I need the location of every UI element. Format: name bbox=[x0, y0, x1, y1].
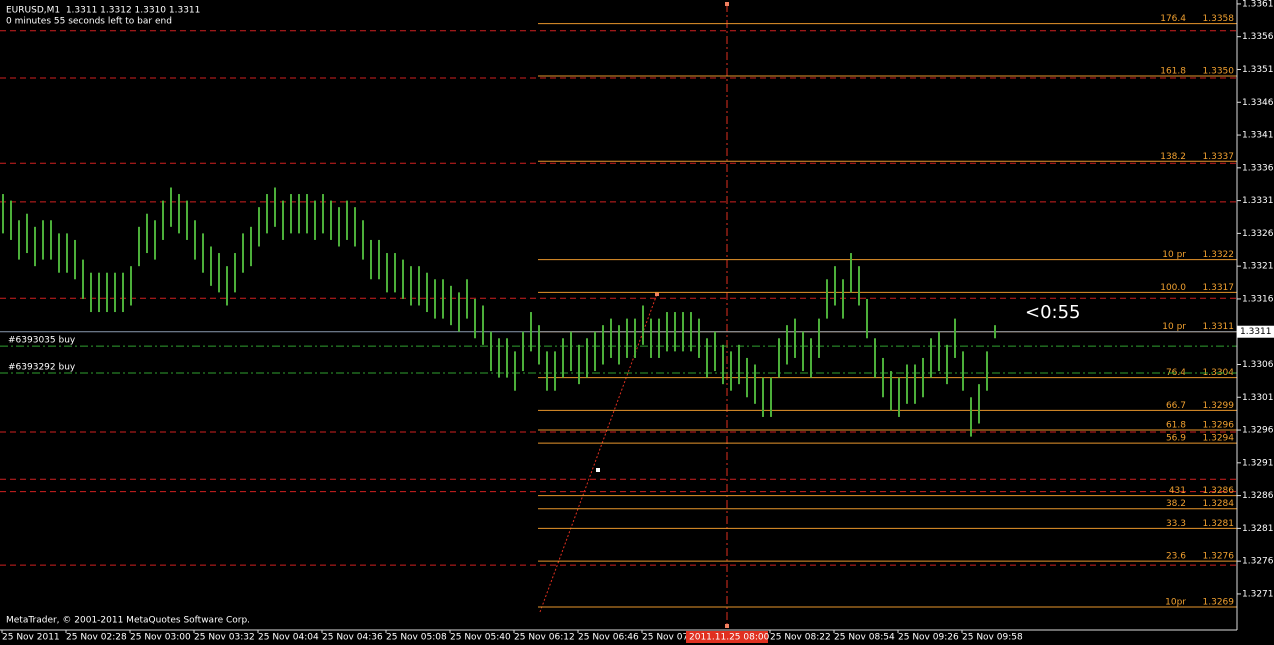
fibo-ratio: 56.9 bbox=[1166, 434, 1186, 444]
x-tick-label: 25 Nov 03:00 bbox=[130, 633, 191, 643]
x-tick-label: 25 Nov 05:40 bbox=[450, 633, 511, 643]
trend-handle bbox=[655, 292, 659, 296]
fibo-price: 1.3317 bbox=[1203, 283, 1235, 293]
y-tick-label: 1.3296 bbox=[1242, 426, 1274, 436]
cursor-time: 2011.11.25 08:00 bbox=[689, 633, 770, 643]
y-tick-label: 1.3346 bbox=[1242, 98, 1274, 108]
x-tick-label: 25 Nov 02:28 bbox=[66, 633, 127, 643]
price-box bbox=[1237, 325, 1274, 338]
fibo-price: 1.3269 bbox=[1203, 598, 1235, 608]
cursor-handle bbox=[725, 2, 729, 6]
y-tick-label: 1.3336 bbox=[1242, 163, 1274, 173]
x-tick-label: 25 Nov 06:12 bbox=[514, 633, 575, 643]
trend-line bbox=[539, 293, 658, 613]
order-label: #6393035 buy bbox=[8, 336, 76, 346]
header: EURUSD,M1 1.3311 1.3312 1.3310 1.3311 bbox=[6, 6, 200, 16]
fibo-ratio: 431 bbox=[1169, 486, 1186, 496]
y-tick-label: 1.3271 bbox=[1242, 589, 1274, 599]
fibo-price: 1.3276 bbox=[1203, 552, 1235, 562]
x-tick-label: 25 Nov 04:04 bbox=[258, 633, 319, 643]
fibo-ratio: 38.2 bbox=[1166, 499, 1186, 509]
y-tick-label: 1.3326 bbox=[1242, 229, 1274, 239]
plot: 176.4 1.3358 161.8 1.3350 138.2 1.3337 10 pr 1.… bbox=[0, 14, 1237, 608]
fibo-ratio: 138.2 bbox=[1160, 152, 1186, 162]
cursor-time-box bbox=[686, 631, 768, 643]
x-tick-label: 25 Nov 09:26 bbox=[898, 633, 959, 643]
fibo-ratio: 10pr bbox=[1165, 598, 1186, 608]
current-price: 1.3311 bbox=[1240, 327, 1272, 337]
x-tick-label: 25 Nov 08:22 bbox=[770, 633, 831, 643]
y-tick-label: 1.3321 bbox=[1242, 262, 1274, 272]
fibo-ratio: 66.7 bbox=[1166, 401, 1186, 411]
y-tick-label: 1.3306 bbox=[1242, 360, 1274, 370]
fibo-price: 1.3281 bbox=[1203, 519, 1235, 529]
fibo-price: 1.3350 bbox=[1203, 67, 1235, 77]
x-tick-label: 25 Nov 09:58 bbox=[962, 633, 1023, 643]
y-tick-label: 1.3291 bbox=[1242, 458, 1274, 468]
y-tick-label: 1.3341 bbox=[1242, 131, 1274, 141]
y-tick-label: 1.3331 bbox=[1242, 196, 1274, 206]
fibo-ratio: 100.0 bbox=[1160, 283, 1186, 293]
fibo-price: 1.3358 bbox=[1203, 14, 1235, 24]
x-tick-label: 25 Nov 07 bbox=[642, 633, 688, 643]
fibo-price: 1.3286 bbox=[1203, 486, 1235, 496]
y-tick-label: 1.3356 bbox=[1242, 32, 1274, 42]
fibo-ratio: 10 pr bbox=[1162, 322, 1186, 332]
fibo-price: 1.3311 bbox=[1203, 322, 1235, 332]
countdown: <0:55 bbox=[1025, 302, 1081, 323]
order-label: #6393292 buy bbox=[8, 363, 76, 373]
fibo-price: 1.3299 bbox=[1203, 401, 1235, 411]
fibo-ratio: 10 pr bbox=[1162, 250, 1186, 260]
y-tick-label: 1.3276 bbox=[1242, 557, 1274, 567]
y-tick-label: 1.3301 bbox=[1242, 393, 1274, 403]
fibo-price: 1.3322 bbox=[1203, 250, 1235, 260]
footer: MetaTrader, © 2001-2011 MetaQuotes Softw… bbox=[6, 616, 250, 626]
x-tick-label: 25 Nov 06:46 bbox=[578, 633, 639, 643]
y-tick-label: 1.3286 bbox=[1242, 491, 1274, 501]
fibo-ratio: 161.8 bbox=[1160, 67, 1186, 77]
cursor-handle bbox=[725, 624, 729, 628]
trend-handle bbox=[596, 468, 600, 472]
y-tick-label: 1.3316 bbox=[1242, 294, 1274, 304]
fibo-price: 1.3337 bbox=[1203, 152, 1235, 162]
y-tick-label: 1.3361 bbox=[1242, 0, 1274, 9]
x-tick-label: 25 Nov 05:08 bbox=[386, 633, 447, 643]
fibo-price: 1.3294 bbox=[1203, 434, 1235, 444]
y-tick-label: 1.3281 bbox=[1242, 524, 1274, 534]
x-tick-label: 25 Nov 04:36 bbox=[322, 633, 383, 643]
y-tick-label: 1.3351 bbox=[1242, 65, 1274, 75]
x-tick-label: 25 Nov 03:32 bbox=[194, 633, 255, 643]
fibo-price: 1.3296 bbox=[1203, 421, 1235, 431]
fibo-price: 1.3284 bbox=[1203, 499, 1235, 509]
fibo-ratio: 61.8 bbox=[1166, 421, 1186, 431]
fibo-ratio: 23.6 bbox=[1166, 552, 1186, 562]
subheader: 0 minutes 55 seconds left to bar end bbox=[6, 17, 172, 27]
x-tick-label: 25 Nov 2011 bbox=[2, 633, 60, 643]
x-tick-label: 25 Nov 08:54 bbox=[834, 633, 895, 643]
fibo-ratio: 76.4 bbox=[1166, 368, 1186, 378]
fibo-ratio: 33.3 bbox=[1166, 519, 1186, 529]
fibo-ratio: 176.4 bbox=[1160, 14, 1186, 24]
